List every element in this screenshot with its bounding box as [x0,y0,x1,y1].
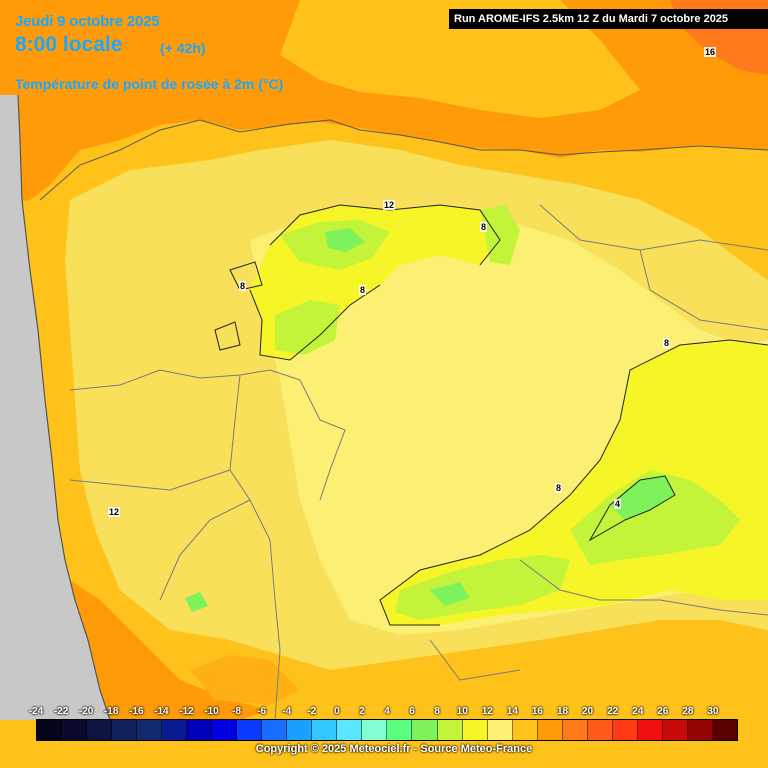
legend-tick-label: 8 [434,706,440,717]
forecast-date: Jeudi 9 octobre 2025 [15,13,160,30]
band-4-6-c [480,205,520,265]
legend-tick-label: 16 [531,706,543,717]
legend-swatch [362,720,388,740]
legend-swatch [312,720,338,740]
legend-swatch [187,720,213,740]
legend-swatch [212,720,238,740]
contour-label: 12 [383,200,396,210]
legend-swatch [412,720,438,740]
legend-swatch [587,720,613,740]
legend-swatch [712,720,737,740]
band-2-4-d [185,592,208,612]
parameter-title: Température de point de rosée à 2m (°C) [15,76,284,92]
legend-tick-label: -8 [232,706,242,717]
contour-label: 8 [239,281,247,291]
borders [69,204,768,721]
legend-tick-label: -14 [154,706,169,717]
legend-swatch [487,720,513,740]
coastline [17,94,111,721]
legend-swatch [137,720,163,740]
legend-tick-label: 2 [359,706,365,717]
legend-tick-label: -12 [179,706,194,717]
contour-label: 8 [555,483,563,493]
forecast-lead-time: (+ 42h) [160,40,206,56]
legend-ticks: -24 -22 -20 -18 -16 -14 -12 -10 -8 -6 -4 -2 0 2 4 6 8 10 1… [29,706,738,718]
forecast-time: 8:00 locale [15,33,123,56]
legend-swatch [512,720,538,740]
contour-label: 12 [108,507,121,517]
legend-tick-label: 22 [607,706,619,717]
legend-swatch [637,720,663,740]
legend-swatch [687,720,713,740]
model-run-info: Run AROME-IFS 2.5km 12 Z du Mardi 7 octo… [449,9,768,29]
legend-tick-label: 30 [707,706,719,717]
band-2-4-a [610,476,675,520]
legend-swatch [37,720,63,740]
band-4-6-d [395,555,570,620]
legend-tick-label: 4 [384,706,390,717]
contour-label: 4 [614,499,622,509]
legend-tick-label: -16 [129,706,144,717]
legend-swatch [387,720,413,740]
legend-swatch [112,720,138,740]
legend-tick-label: 26 [657,706,669,717]
legend-tick-label: 12 [481,706,493,717]
legend-tick-label: -4 [282,706,292,717]
legend-tick-label: -2 [307,706,317,717]
band-4-6-b [275,300,340,355]
legend-tick-label: 14 [506,706,518,717]
legend-swatch [562,720,588,740]
legend-tick-label: 28 [682,706,694,717]
legend-tick-label: -24 [28,706,44,717]
legend-tick-label: -20 [78,706,94,717]
contour-label: 16 [704,47,717,57]
contour-label: 8 [480,222,488,232]
legend-tick-label: 20 [582,706,594,717]
legend-tick-label: -18 [103,706,119,717]
contour-label: 8 [359,285,367,295]
contour-label: 8 [663,338,671,348]
legend-tick-label: 18 [556,706,569,717]
band-4-6-e [570,470,740,565]
warm-zone-south-patch [190,655,300,705]
legend-tick-label: -22 [53,706,69,717]
legend-tick-label: 24 [632,706,644,717]
band-2-4-c [430,582,470,606]
north-coast [39,119,768,201]
legend-tick-label: 10 [456,706,468,717]
legend-swatch [337,720,363,740]
copyright: Copyright © 2025 Meteociel.fr - Source M… [255,743,533,755]
legend-swatch [87,720,113,740]
legend-tick-label: -10 [204,706,219,717]
band-6-8-east [380,340,768,625]
legend-swatch [437,720,463,740]
legend-swatch [662,720,688,740]
legend-swatch [62,720,88,740]
color-scale-legend [36,719,738,741]
legend-swatch [262,720,288,740]
band-12-north [280,0,640,118]
legend-tick-label: 0 [334,706,340,717]
legend-swatch [612,720,638,740]
legend-tick-label: -6 [257,706,267,717]
legend-swatch [537,720,563,740]
legend-swatch [162,720,188,740]
legend-swatch [462,720,488,740]
legend-swatch [237,720,263,740]
legend-swatch [287,720,313,740]
band-2-4-b [325,228,365,252]
legend-tick-label: 6 [409,706,415,717]
